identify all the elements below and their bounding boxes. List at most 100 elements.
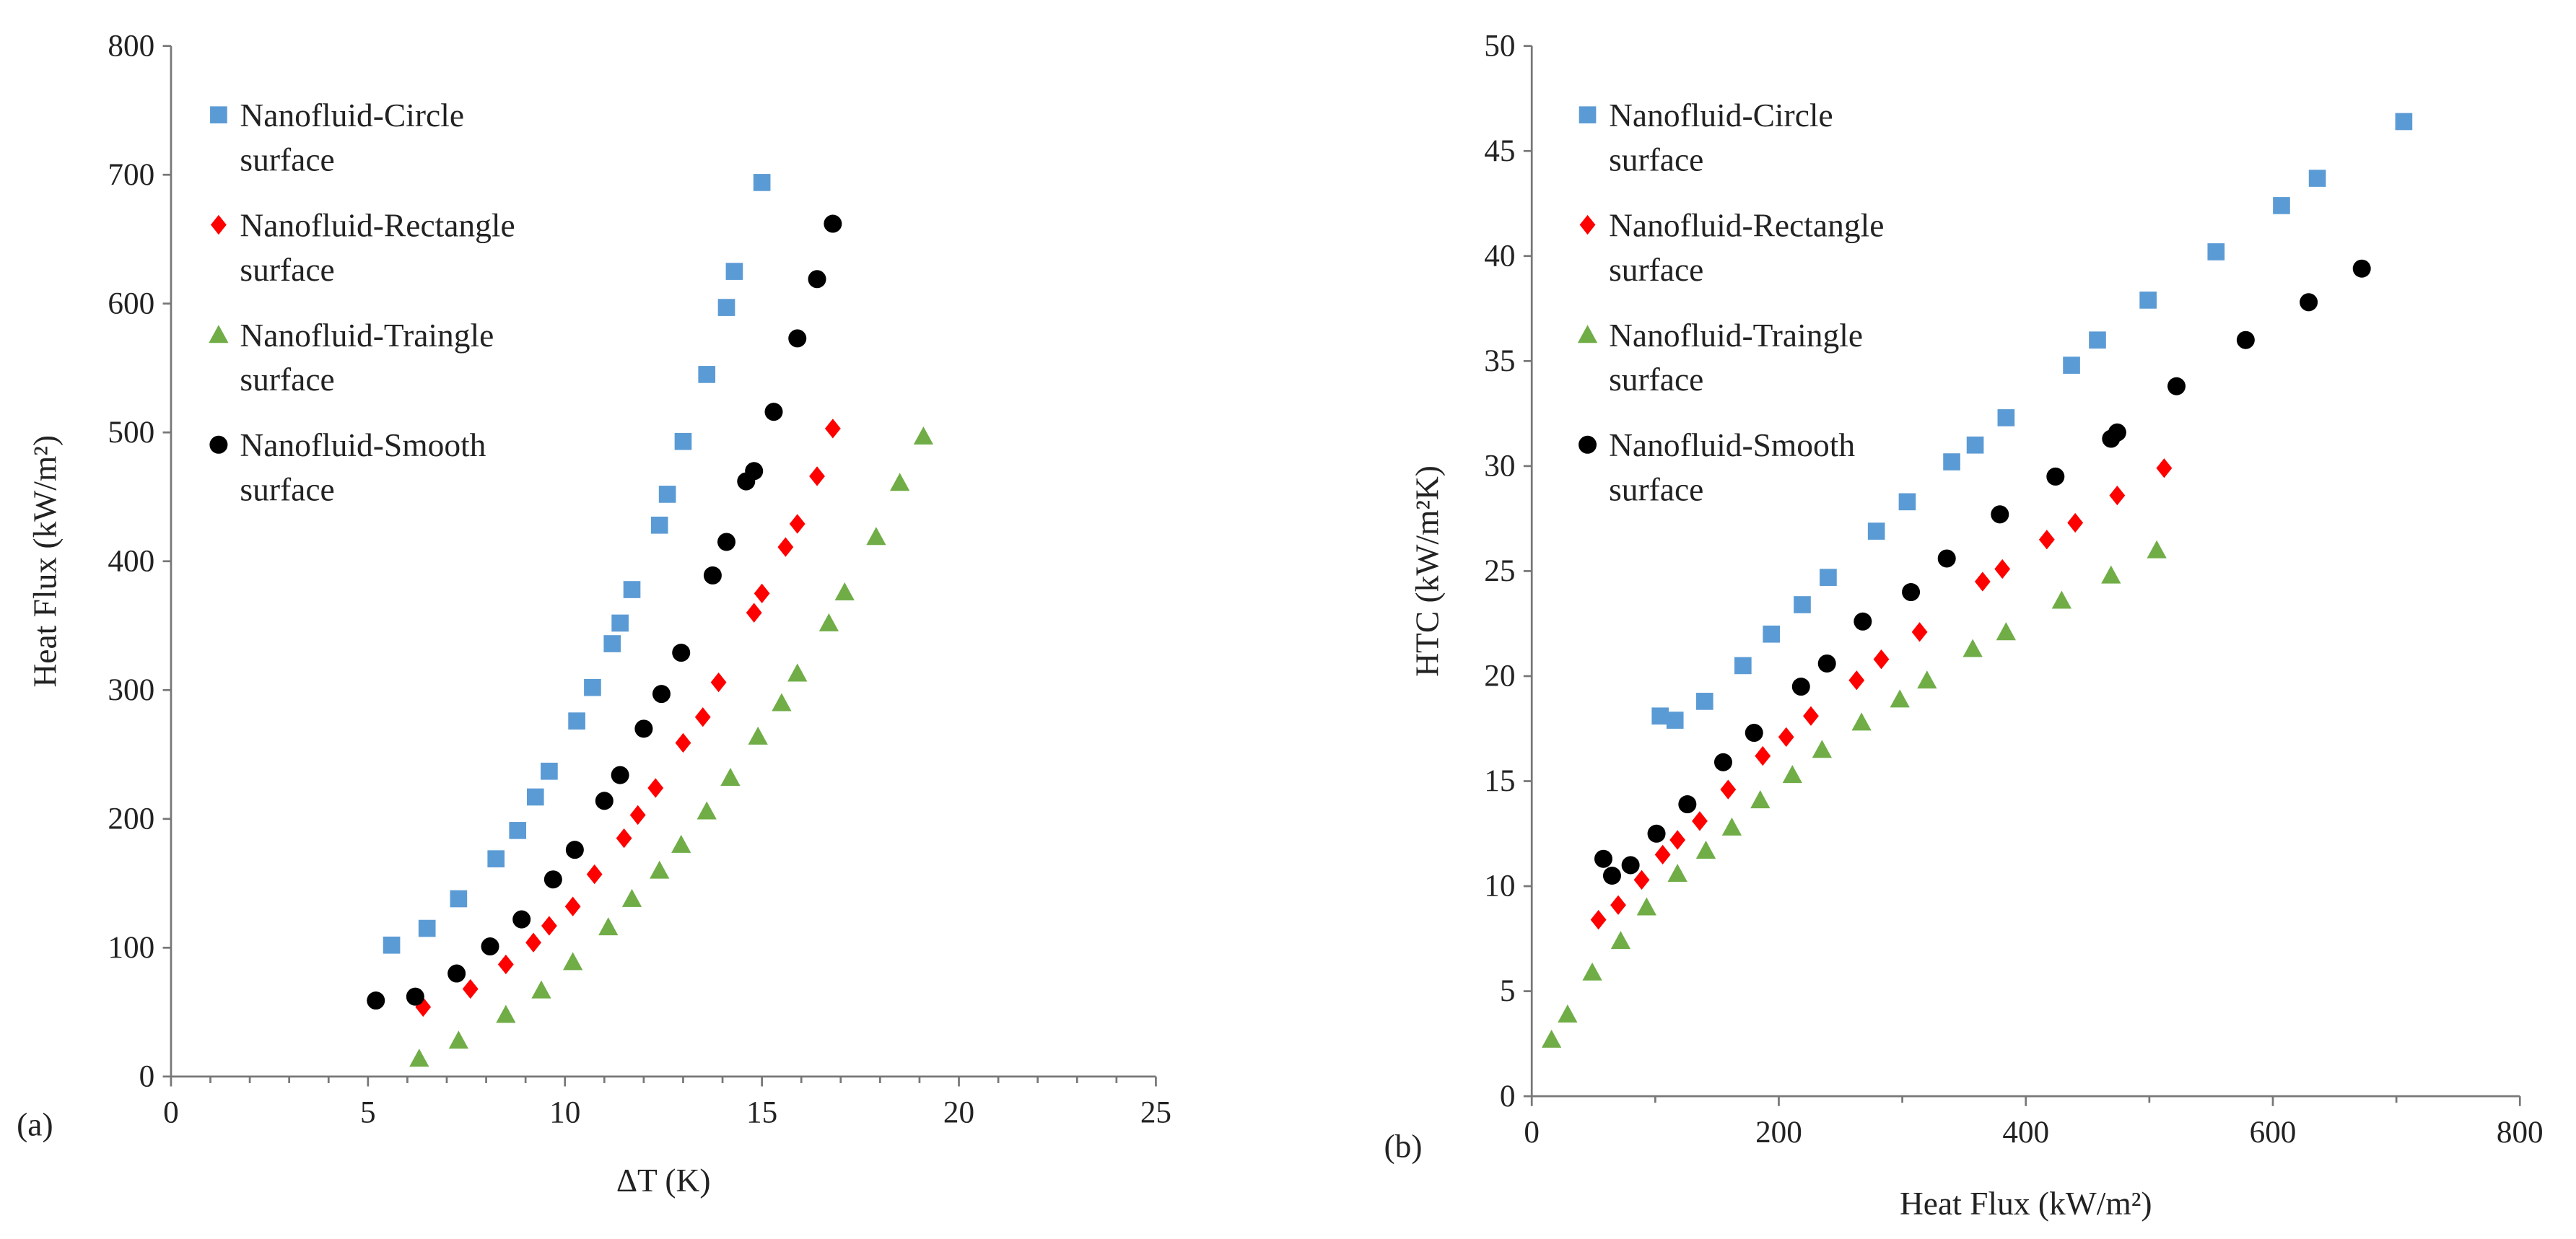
series-triangle	[409, 426, 934, 1067]
data-point	[1582, 962, 1602, 981]
series-rectangle	[415, 419, 841, 1017]
data-point	[1867, 522, 1885, 540]
data-point	[531, 980, 551, 999]
data-point	[564, 896, 581, 916]
data-point	[450, 890, 468, 908]
data-point	[565, 841, 584, 859]
data-point	[1943, 453, 1960, 470]
series-rectangle	[1590, 458, 2173, 930]
y-tick-label: 25	[1484, 554, 1515, 588]
x-tick-label: 25	[1140, 1096, 1171, 1130]
y-tick-label: 600	[108, 286, 154, 320]
data-point	[650, 860, 670, 879]
data-point	[621, 888, 642, 907]
data-point	[647, 778, 664, 798]
data-point	[2308, 170, 2326, 187]
y-axis-label: HTC (kW/m²K)	[1409, 465, 1446, 677]
legend-label: Nanofluid-Smooth	[1609, 426, 1855, 463]
data-point	[2067, 512, 2084, 533]
y-tick-label: 20	[1484, 660, 1515, 693]
data-point	[526, 788, 544, 806]
data-point	[2063, 356, 2080, 374]
y-tick-label: 50	[1484, 29, 1515, 63]
data-point	[866, 527, 886, 546]
data-point	[1873, 649, 1890, 670]
data-point	[541, 916, 557, 936]
data-point	[367, 991, 385, 1010]
data-point	[818, 613, 839, 631]
y-tick-label: 10	[1484, 870, 1515, 903]
data-point	[1633, 870, 1650, 890]
data-point	[568, 712, 585, 730]
legend-marker	[1579, 214, 1596, 235]
data-point	[1678, 795, 1697, 814]
data-point	[1817, 654, 1836, 673]
data-point	[1692, 811, 1708, 831]
x-tick-label: 0	[1524, 1116, 1540, 1150]
data-point	[598, 917, 619, 936]
data-point	[1890, 689, 1910, 708]
x-tick-label: 15	[746, 1096, 777, 1130]
legend-label-line2: surface	[240, 141, 334, 178]
legend-marker	[210, 214, 227, 235]
legend-marker	[209, 435, 228, 454]
data-point	[629, 805, 646, 826]
data-point	[383, 936, 401, 954]
data-point	[1911, 622, 1928, 642]
data-point	[616, 828, 632, 849]
data-point	[1541, 1029, 1562, 1048]
data-point	[652, 685, 671, 704]
data-point	[1654, 844, 1671, 865]
legend-marker	[1579, 435, 1597, 454]
data-point	[2352, 259, 2371, 278]
x-tick-label: 800	[2497, 1116, 2544, 1150]
x-tick-label: 20	[943, 1096, 974, 1130]
data-point	[671, 834, 691, 853]
data-point	[1610, 931, 1631, 950]
data-point	[698, 366, 716, 383]
data-point	[2395, 113, 2413, 131]
data-point	[406, 987, 424, 1006]
data-point	[448, 1030, 469, 1049]
data-point	[1902, 583, 1921, 602]
legend-marker	[1579, 106, 1597, 124]
panel-label: (b)	[1384, 1127, 1423, 1164]
data-point	[1962, 639, 1983, 657]
data-point	[447, 964, 466, 983]
data-point	[2089, 331, 2106, 349]
data-point	[603, 635, 621, 652]
data-point	[2101, 565, 2121, 584]
data-point	[1558, 1004, 1578, 1023]
data-point	[1594, 849, 1612, 868]
x-tick-label: 400	[2002, 1116, 2049, 1150]
y-axis-label: Heat Flux (kW/m²)	[27, 435, 64, 688]
legend-marker	[209, 325, 229, 343]
data-point	[497, 954, 514, 975]
data-point	[543, 870, 562, 889]
data-point	[1848, 670, 1865, 691]
data-point	[487, 850, 505, 867]
data-point	[1974, 572, 1991, 592]
data-point	[1602, 866, 1621, 885]
data-point	[674, 432, 692, 450]
data-point	[1590, 909, 1607, 930]
y-tick-label: 500	[108, 416, 154, 450]
data-point	[584, 678, 601, 696]
data-point	[720, 768, 741, 787]
data-point	[808, 270, 826, 289]
data-point	[746, 603, 762, 623]
data-point	[1854, 612, 1872, 631]
data-point	[1917, 670, 1937, 689]
legend-label: Nanofluid-Traingle	[240, 317, 494, 354]
data-point	[1782, 765, 1802, 784]
data-point	[481, 937, 499, 956]
data-point	[913, 426, 934, 445]
data-point	[1937, 549, 1956, 568]
data-point	[764, 403, 783, 421]
data-point	[2167, 377, 2186, 395]
data-point	[595, 792, 614, 810]
data-point	[1794, 596, 1811, 613]
legend-label: Nanofluid-Rectangle	[240, 206, 515, 243]
legend-label-line2: surface	[240, 471, 334, 508]
y-tick-label: 100	[108, 931, 154, 965]
